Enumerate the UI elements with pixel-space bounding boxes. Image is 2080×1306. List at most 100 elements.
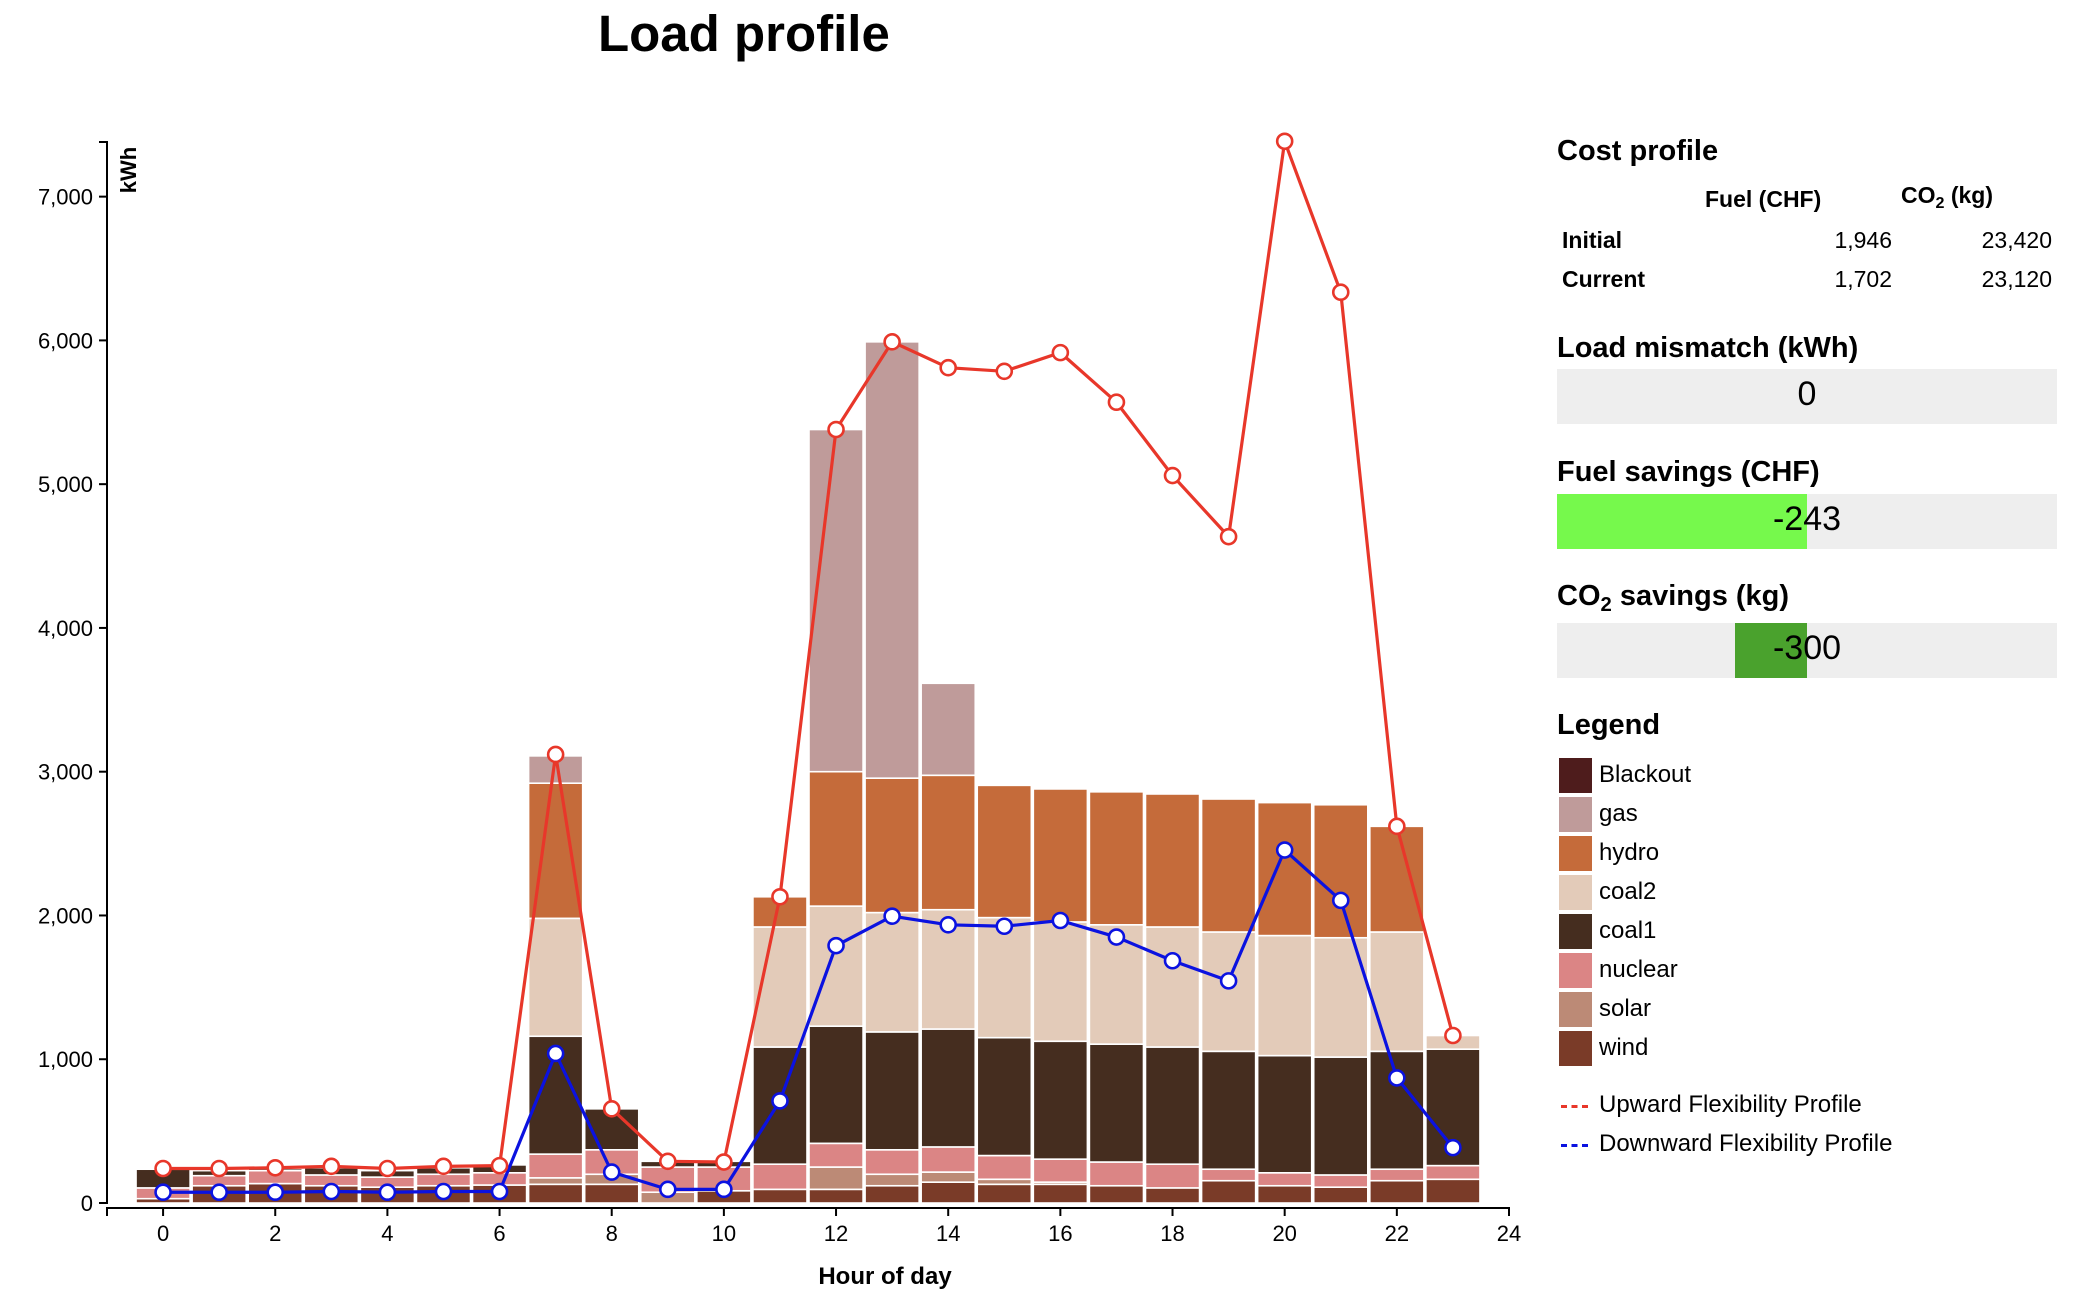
upward-point-hour-9	[658, 1152, 677, 1171]
co2-savings-fill	[1734, 623, 1807, 678]
downward-point-hour-3	[322, 1182, 341, 1201]
bar-nuclear-hour-19	[1200, 1168, 1257, 1182]
legend-swatch	[1559, 836, 1592, 871]
legend-label: hydro	[1599, 839, 1660, 866]
legend-swatch	[1559, 1031, 1592, 1066]
co2-heading-sub: 2	[1600, 594, 1612, 617]
upward-point-hour-3	[322, 1157, 341, 1176]
bar-coal1-hour-14	[920, 1028, 977, 1148]
downward-point-hour-11	[771, 1092, 789, 1110]
downward-point-hour-20	[1275, 841, 1294, 859]
x-axis-line	[106, 1207, 1510, 1216]
bar-wind-hour-22	[1369, 1179, 1425, 1204]
dashed-line-icon	[1561, 1144, 1588, 1147]
bar-nuclear-hour-18	[1144, 1163, 1201, 1189]
bar-nuclear-hour-23	[1425, 1164, 1481, 1181]
downward-point-hour-18	[1163, 951, 1182, 970]
downward-point-hour-22	[1388, 1069, 1406, 1087]
x-tick-label: 20	[1272, 1221, 1296, 1246]
upward-point-hour-2	[266, 1158, 285, 1177]
bar-nuclear-hour-7	[527, 1153, 584, 1179]
y-axis-line	[99, 141, 108, 1204]
downward-point-hour-16	[1051, 911, 1070, 930]
x-tick-label: 16	[1048, 1221, 1072, 1246]
flexibility-lines	[154, 132, 1462, 1202]
upward-point-hour-11	[771, 887, 789, 906]
y-tick-label: 0	[81, 1191, 93, 1216]
upward-point-hour-13	[883, 333, 901, 351]
stacked-bars	[135, 341, 1481, 1204]
co2-value: 23,420	[1981, 227, 2052, 253]
x-tick-label: 6	[493, 1221, 505, 1246]
bar-coal2-hour-12	[808, 905, 864, 1027]
upward-point-hour-5	[434, 1157, 453, 1176]
x-axis-label: Hour of day	[818, 1263, 952, 1290]
bar-wind-hour-23	[1425, 1178, 1481, 1204]
bar-solar-hour-7	[527, 1177, 584, 1186]
bar-coal1-hour-12	[808, 1025, 864, 1145]
x-tick-label: 12	[824, 1221, 848, 1246]
legend-label: nuclear	[1599, 956, 1678, 983]
downward-point-hour-10	[715, 1180, 733, 1199]
legend-swatch	[1559, 875, 1592, 910]
bar-hydro-hour-16	[1032, 788, 1089, 923]
legend-label: Downward Flexibility Profile	[1599, 1130, 1893, 1157]
bar-coal1-hour-20	[1256, 1054, 1313, 1174]
downward-point-hour-19	[1219, 972, 1238, 990]
load-mismatch-value: 0	[1797, 375, 1817, 413]
bar-coal2-hour-13	[864, 911, 920, 1033]
upward-point-hour-17	[1107, 393, 1126, 412]
legend-label: Blackout	[1599, 761, 1692, 788]
bar-gas-hour-12	[808, 428, 864, 773]
downward-point-hour-0	[154, 1183, 172, 1202]
fuel-savings-fill	[1557, 494, 1807, 549]
bar-wind-hour-8	[583, 1183, 640, 1204]
downward-point-hour-4	[378, 1183, 397, 1202]
row-label: Current	[1562, 266, 1646, 292]
bar-coal1-hour-17	[1088, 1043, 1145, 1163]
upward-point-hour-19	[1219, 527, 1238, 546]
bar-solar-hour-12	[808, 1166, 864, 1191]
bar-coal1-hour-22	[1369, 1050, 1425, 1171]
legend-heading: Legend	[1557, 709, 1661, 741]
bar-coal1-hour-21	[1312, 1056, 1369, 1176]
upward-point-hour-0	[154, 1159, 172, 1178]
bar-wind-hour-13	[864, 1184, 920, 1204]
bar-nuclear-hour-11	[752, 1163, 808, 1191]
y-tick-label: 3,000	[38, 760, 93, 785]
fuel-savings-bar: -243	[1557, 494, 2057, 549]
bar-nuclear-hour-17	[1088, 1161, 1145, 1187]
cost-profile-heading: Cost profile	[1557, 135, 1719, 167]
bar-hydro-hour-22	[1369, 825, 1425, 933]
bar-wind-hour-19	[1200, 1179, 1257, 1204]
bar-nuclear-hour-22	[1369, 1168, 1425, 1182]
bar-hydro-hour-15	[976, 784, 1033, 919]
bar-coal2-hour-20	[1256, 934, 1313, 1057]
downward-point-hour-17	[1107, 928, 1126, 946]
y-tick-label: 5,000	[38, 472, 93, 497]
co2-heading-suffix: savings (kg)	[1611, 580, 1790, 612]
bar-hydro-hour-7	[527, 782, 584, 920]
legend-label: Upward Flexibility Profile	[1599, 1091, 1862, 1118]
bar-wind-hour-15	[976, 1183, 1033, 1204]
x-tick-label: 8	[606, 1221, 618, 1246]
bar-nuclear-hour-16	[1032, 1158, 1089, 1183]
bar-wind-hour-18	[1144, 1187, 1201, 1204]
x-tick-label: 4	[381, 1221, 393, 1246]
bar-nuclear-hour-13	[864, 1149, 920, 1176]
bar-coal2-hour-16	[1032, 921, 1089, 1043]
y-tick-label: 2,000	[38, 903, 93, 928]
upward-point-hour-15	[995, 362, 1014, 381]
upward-point-hour-14	[939, 358, 958, 377]
co2-header-prefix: CO	[1901, 182, 1936, 208]
downward-point-hour-2	[266, 1183, 285, 1202]
row-label: Initial	[1562, 227, 1623, 253]
downward-point-hour-1	[210, 1183, 228, 1202]
y-tick-label: 4,000	[38, 616, 93, 641]
downward-point-hour-14	[939, 916, 958, 934]
y-axis-label: kWh	[116, 147, 141, 193]
legend-label: solar	[1599, 995, 1652, 1022]
bar-hydro-hour-19	[1200, 798, 1257, 933]
upward-point-hour-8	[602, 1100, 621, 1118]
